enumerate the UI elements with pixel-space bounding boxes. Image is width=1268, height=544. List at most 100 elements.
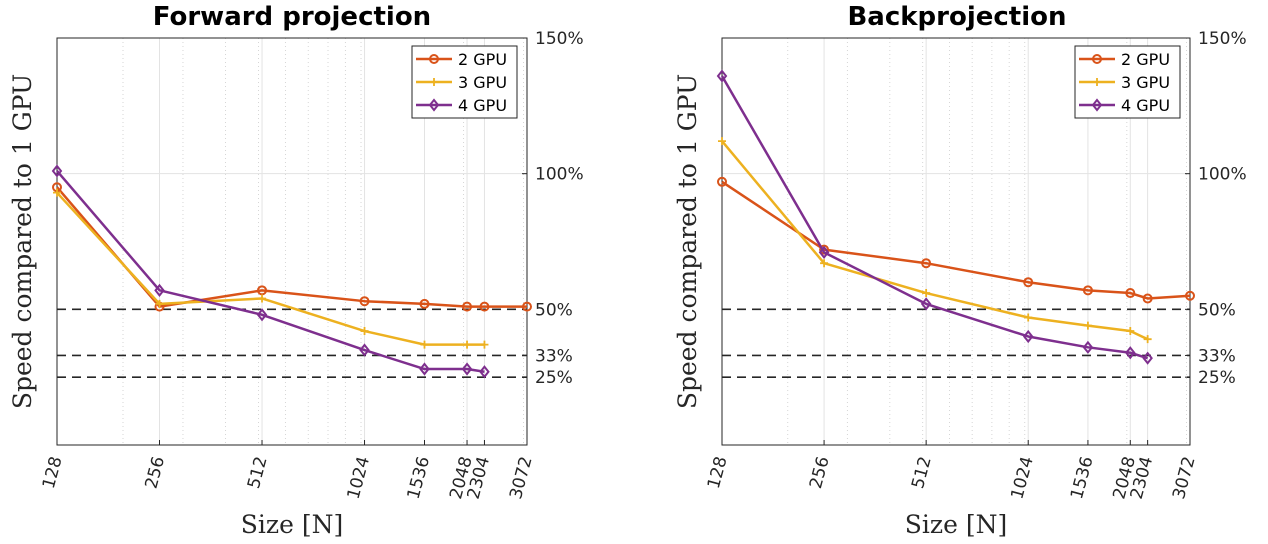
chart-title: Backprojection: [847, 2, 1066, 32]
data-point: [480, 340, 489, 349]
data-point: [420, 340, 429, 349]
series-line: [56, 186, 527, 308]
x-tick-label: 512: [908, 454, 936, 491]
legend-entry-4-gpu: 4 GPU: [1079, 96, 1170, 115]
series-line: [720, 75, 1149, 360]
x-tick-label: 1536: [1067, 454, 1098, 501]
legend-label: 2 GPU: [458, 50, 507, 69]
x-axis-label: Size [N]: [905, 510, 1007, 539]
data-point: [479, 301, 490, 312]
data-point: [419, 362, 430, 376]
data-point: [51, 164, 63, 178]
legend-marker: [1093, 78, 1101, 86]
data-point: [1142, 293, 1153, 304]
y-tick-label: 150%: [535, 29, 584, 49]
data-point: [1143, 335, 1152, 344]
data-point: [258, 294, 267, 303]
data-point: [1082, 285, 1093, 296]
y-axis-label: Speed compared to 1 GPU: [673, 74, 702, 409]
data-point: [461, 362, 473, 376]
data-point: [154, 283, 165, 297]
data-point: [1082, 340, 1094, 354]
x-tick-label: 3072: [1169, 454, 1200, 501]
data-point: [479, 365, 490, 379]
y-tick-label: 100%: [1198, 165, 1247, 185]
data-point: [920, 297, 932, 311]
y-tick-label: 50%: [1198, 300, 1236, 320]
legend-entry-3-gpu: 3 GPU: [1079, 73, 1170, 92]
axes-box: [721, 37, 1191, 446]
y-tick-label: 25%: [535, 368, 573, 388]
x-tick-label: 1024: [344, 454, 375, 501]
data-point: [257, 285, 268, 296]
legend-label: 4 GPU: [1121, 96, 1170, 115]
data-point: [360, 327, 369, 336]
data-point: [1024, 313, 1033, 322]
data-point: [256, 308, 268, 322]
axes-box: [56, 37, 528, 446]
series-line: [721, 180, 1191, 300]
series-4-gpu: [716, 69, 1153, 365]
data-point: [359, 296, 370, 307]
data-point: [1142, 351, 1153, 365]
data-point: [818, 245, 830, 259]
series-line: [56, 191, 485, 346]
x-tick-label: 256: [806, 454, 834, 491]
data-point: [1125, 288, 1136, 299]
x-tick-label: 128: [704, 454, 732, 491]
data-point: [922, 289, 931, 298]
series-2-gpu: [52, 182, 532, 312]
y-tick-label: 50%: [535, 300, 573, 320]
legend-label: 3 GPU: [458, 73, 507, 92]
data-point: [1083, 321, 1092, 330]
data-point: [462, 301, 473, 312]
legend-label: 3 GPU: [1121, 73, 1170, 92]
data-point: [359, 343, 370, 357]
series-2-gpu: [717, 176, 1195, 304]
data-point: [53, 188, 61, 197]
data-point: [717, 176, 727, 187]
data-point: [1125, 346, 1136, 360]
data-point: [1023, 277, 1034, 288]
series-3-gpu: [53, 188, 489, 349]
legend: 2 GPU 3 GPU 4 GPU: [1074, 45, 1181, 119]
series-line: [56, 170, 485, 373]
x-tick-label: 1536: [404, 454, 435, 501]
data-point: [1185, 290, 1195, 301]
y-axis-label: Speed compared to 1 GPU: [8, 74, 37, 409]
legend-entry-2-gpu: 2 GPU: [1079, 50, 1170, 69]
x-tick-label: 1024: [1007, 454, 1038, 501]
series-3-gpu: [718, 137, 1152, 344]
legend-marker: [1091, 98, 1103, 112]
y-tick-label: 150%: [1198, 29, 1247, 49]
legend-entry-3-gpu: 3 GPU: [416, 73, 507, 92]
x-tick-label: 256: [141, 454, 169, 491]
legend: 2 GPU 3 GPU 4 GPU: [411, 45, 518, 119]
x-tick-label: 512: [244, 454, 272, 491]
data-point: [1126, 327, 1135, 336]
data-point: [820, 259, 829, 268]
series-4-gpu: [51, 164, 490, 379]
data-point: [155, 299, 164, 308]
y-tick-label: 33%: [535, 346, 573, 366]
data-point: [463, 340, 472, 349]
x-axis-label: Size [N]: [241, 510, 343, 539]
legend-marker: [429, 54, 439, 64]
data-point: [921, 258, 932, 269]
legend-label: 2 GPU: [1121, 50, 1170, 69]
x-tick-label: 3072: [506, 454, 537, 501]
legend-marker: [1092, 54, 1102, 64]
x-tick-label: 128: [39, 454, 67, 491]
legend-marker: [428, 98, 440, 112]
data-point: [716, 69, 728, 83]
legend-entry-4-gpu: 4 GPU: [416, 96, 507, 115]
data-point: [419, 298, 430, 309]
data-point: [1022, 329, 1034, 344]
chart-title: Forward projection: [153, 2, 431, 32]
data-point: [718, 137, 726, 146]
y-tick-label: 100%: [535, 165, 584, 185]
legend-marker: [430, 78, 438, 86]
